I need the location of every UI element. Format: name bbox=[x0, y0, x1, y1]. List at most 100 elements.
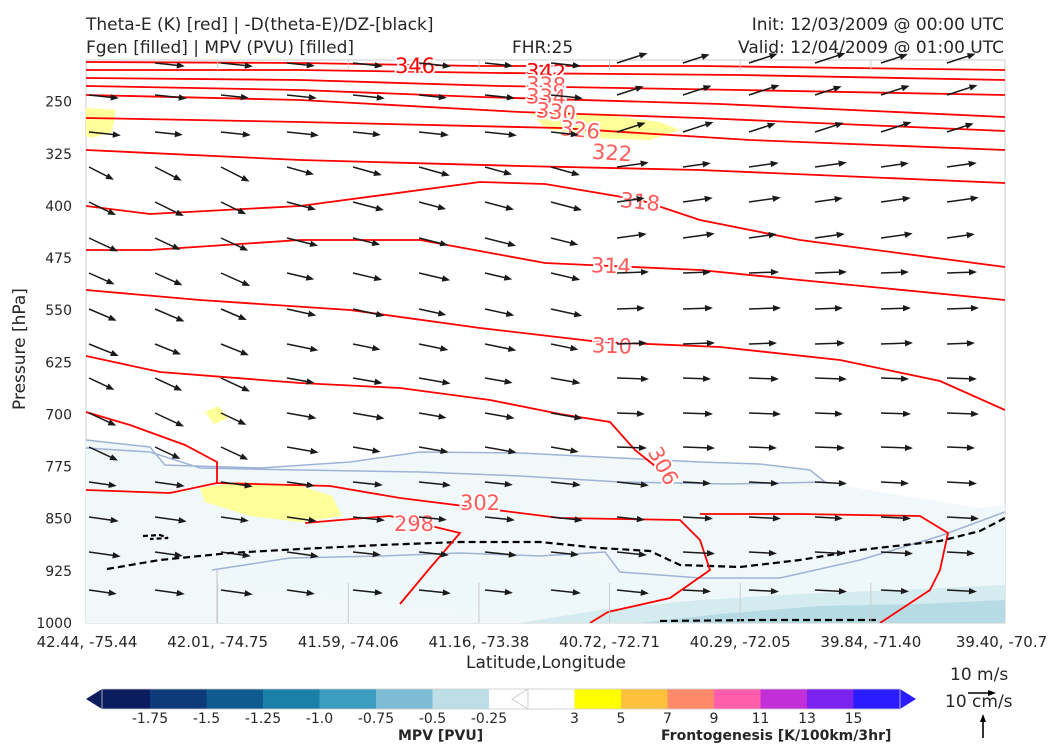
wind-vector bbox=[418, 446, 449, 454]
reference-vector-horizontal bbox=[968, 690, 996, 696]
fgen-colorbar-label: Frontogenesis [K/100km/3hr] bbox=[661, 728, 892, 744]
y-tick-label: 625 bbox=[45, 355, 72, 371]
dthetae-dz-contour bbox=[106, 517, 1005, 571]
wind-vector bbox=[286, 308, 317, 317]
wind-vector bbox=[88, 272, 115, 285]
svg-text:334: 334 bbox=[526, 84, 567, 109]
x-tick-label: 39.40, -70.7 bbox=[956, 633, 1047, 651]
wind-vector bbox=[88, 377, 115, 390]
wind-vector bbox=[880, 53, 908, 64]
wind-vector bbox=[550, 550, 579, 558]
wind-vector bbox=[814, 268, 847, 276]
wind-vector bbox=[418, 515, 447, 523]
wind-vector bbox=[748, 479, 779, 487]
contour-label: 334 bbox=[524, 82, 569, 111]
wind-vector bbox=[418, 589, 451, 596]
reference-horizontal-label: 10 m/s bbox=[950, 665, 1009, 685]
wind-vector bbox=[946, 232, 975, 239]
mpv-outline bbox=[86, 439, 828, 485]
reference-vertical-label: 10 cm/s bbox=[945, 692, 1013, 712]
wind-vector bbox=[616, 305, 645, 312]
wind-vector bbox=[880, 121, 912, 133]
wind-vector bbox=[220, 272, 251, 287]
wind-vector bbox=[748, 340, 777, 347]
wind-vector bbox=[352, 481, 383, 488]
wind-vector bbox=[286, 61, 315, 69]
wind-vector bbox=[748, 53, 778, 64]
wind-vector bbox=[682, 375, 711, 382]
wind-vector bbox=[418, 551, 449, 558]
fgen-cbar-segment bbox=[621, 689, 668, 709]
wind-vector bbox=[154, 166, 182, 181]
wind-vector bbox=[616, 375, 649, 383]
wind-vector bbox=[220, 446, 249, 460]
wind-vector bbox=[682, 231, 715, 239]
wind-vector bbox=[748, 587, 779, 595]
wind-vector bbox=[220, 237, 249, 251]
wind-vector bbox=[352, 201, 384, 212]
wind-vector bbox=[880, 550, 913, 557]
wind-vector bbox=[814, 160, 847, 168]
wind-vector bbox=[88, 551, 121, 559]
wind-vector bbox=[220, 93, 249, 101]
wind-vector bbox=[616, 551, 647, 558]
wind-vector bbox=[616, 515, 645, 523]
wind-vector bbox=[88, 412, 117, 426]
wind-vector bbox=[484, 201, 515, 211]
wind-vector bbox=[682, 587, 711, 595]
dthetae-dz-contour-bottom bbox=[659, 618, 880, 623]
svg-text:310: 310 bbox=[592, 333, 633, 358]
wind-vector bbox=[946, 53, 976, 64]
fgen-cbar-segment bbox=[760, 689, 808, 709]
wind-vector bbox=[748, 410, 781, 418]
wind-vector bbox=[88, 131, 121, 138]
svg-text:330: 330 bbox=[535, 98, 577, 126]
fgen-cbar-extend-max bbox=[900, 689, 916, 709]
wind-vector bbox=[352, 589, 383, 596]
x-tick-label: 39.84, -71.40 bbox=[820, 633, 921, 651]
wind-vector bbox=[154, 308, 185, 322]
mpv-cbar-extend-min bbox=[86, 689, 102, 709]
wind-vector bbox=[220, 201, 247, 215]
wind-vector bbox=[286, 589, 315, 596]
wind-vector bbox=[748, 269, 779, 276]
contour-label: 318 bbox=[617, 186, 663, 218]
wind-vector bbox=[682, 85, 712, 96]
y-tick-label: 325 bbox=[45, 147, 72, 163]
wind-vector bbox=[220, 516, 249, 523]
wind-vector bbox=[616, 122, 646, 133]
wind-vector bbox=[814, 52, 846, 64]
wind-vector bbox=[880, 161, 909, 168]
wind-vector bbox=[88, 201, 116, 216]
wind-vector bbox=[880, 231, 913, 239]
wind-vector bbox=[286, 446, 319, 455]
wind-vector bbox=[484, 237, 517, 247]
fgen-cbar-tick: 3 bbox=[570, 711, 579, 727]
wind-vector bbox=[946, 122, 974, 133]
wind-vector bbox=[154, 589, 185, 597]
wind-vector bbox=[748, 549, 777, 557]
wind-vector bbox=[154, 272, 183, 286]
wind-vector bbox=[154, 94, 187, 101]
wind-vector bbox=[550, 412, 583, 421]
fgen-cbar-tick: 13 bbox=[798, 711, 816, 727]
svg-text:326: 326 bbox=[559, 116, 601, 144]
wind-vector bbox=[550, 237, 579, 246]
valid-time: Valid: 12/04/2009 @ 01:00 UTC bbox=[738, 38, 1004, 58]
wind-vector bbox=[550, 166, 580, 176]
wind-vector bbox=[550, 589, 581, 596]
wind-vector bbox=[946, 410, 979, 418]
fgen-cbar-tick: 15 bbox=[845, 711, 863, 727]
wind-vector bbox=[946, 515, 979, 522]
wind-vector bbox=[220, 551, 251, 559]
wind-vector bbox=[748, 122, 776, 133]
wind-vector bbox=[946, 375, 977, 382]
wind-vector bbox=[88, 343, 119, 356]
wind-vector bbox=[880, 514, 911, 522]
wind-vector bbox=[748, 195, 781, 203]
wind-vector bbox=[88, 166, 114, 180]
svg-text:322: 322 bbox=[591, 140, 633, 167]
wind-vector bbox=[814, 85, 842, 96]
wind-vector bbox=[352, 237, 381, 246]
